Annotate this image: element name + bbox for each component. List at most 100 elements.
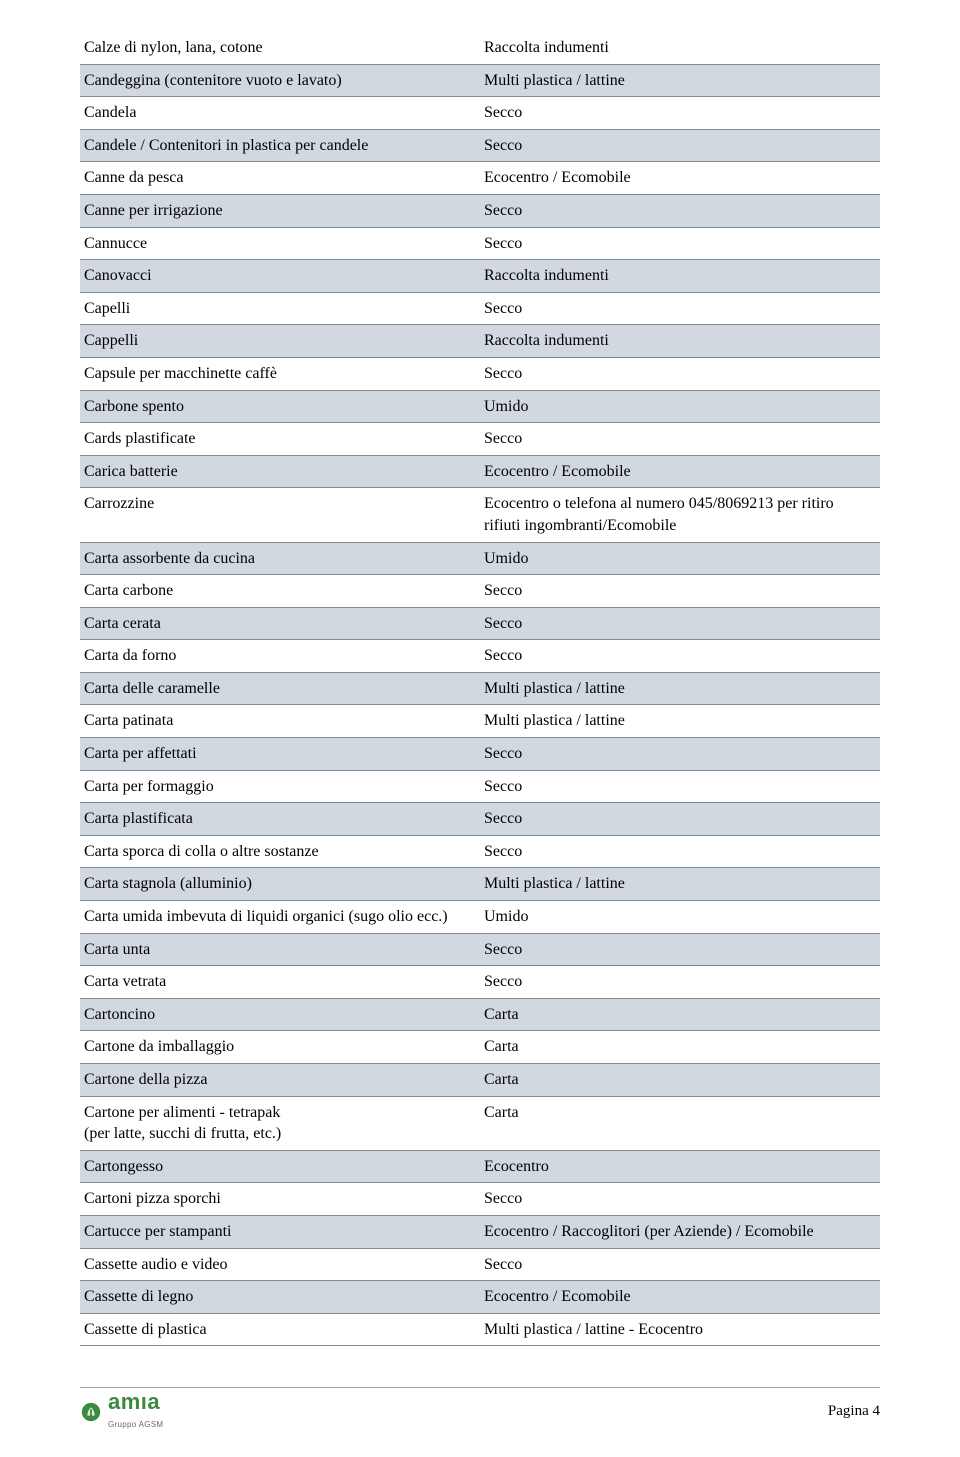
table-row: CappelliRaccolta indumenti	[80, 325, 880, 358]
waste-destination-cell: Multi plastica / lattine - Ecocentro	[480, 1313, 880, 1346]
table-row: CanovacciRaccolta indumenti	[80, 260, 880, 293]
waste-destination-cell: Umido	[480, 542, 880, 575]
waste-destination-cell: Multi plastica / lattine	[480, 672, 880, 705]
table-row: CandelaSecco	[80, 97, 880, 130]
table-row: Candele / Contenitori in plastica per ca…	[80, 129, 880, 162]
waste-item-cell: Calze di nylon, lana, cotone	[80, 32, 480, 64]
table-row: Canne da pescaEcocentro / Ecomobile	[80, 162, 880, 195]
table-row: Capsule per macchinette caffèSecco	[80, 357, 880, 390]
table-row: CarrozzineEcocentro o telefona al numero…	[80, 488, 880, 542]
waste-destination-cell: Umido	[480, 901, 880, 934]
waste-disposal-table: Calze di nylon, lana, cotoneRaccolta ind…	[80, 32, 880, 1346]
logo-subtext: Gruppo AGSM	[108, 1420, 163, 1429]
table-row: Cartucce per stampantiEcocentro / Raccog…	[80, 1215, 880, 1248]
waste-destination-cell: Secco	[480, 227, 880, 260]
table-row: Carta assorbente da cucinaUmido	[80, 542, 880, 575]
waste-item-cell: Carta per formaggio	[80, 770, 480, 803]
waste-item-cell: Canovacci	[80, 260, 480, 293]
table-row: Candeggina (contenitore vuoto e lavato)M…	[80, 64, 880, 97]
document-page: Calze di nylon, lana, cotoneRaccolta ind…	[0, 0, 960, 1457]
waste-item-cell: Cartongesso	[80, 1150, 480, 1183]
waste-destination-cell: Ecocentro / Ecomobile	[480, 162, 880, 195]
waste-item-cell: Cartoncino	[80, 998, 480, 1031]
waste-destination-cell: Secco	[480, 1248, 880, 1281]
table-row: Cassette di legnoEcocentro / Ecomobile	[80, 1281, 880, 1314]
waste-destination-cell: Carta	[480, 1064, 880, 1097]
waste-item-cell: Carta patinata	[80, 705, 480, 738]
waste-destination-cell: Carta	[480, 1031, 880, 1064]
waste-destination-cell: Carta	[480, 1096, 880, 1150]
waste-item-cell: Carta per affettati	[80, 738, 480, 771]
table-row: CartoncinoCarta	[80, 998, 880, 1031]
table-row: Carta sporca di colla o altre sostanzeSe…	[80, 835, 880, 868]
waste-item-cell: Cartucce per stampanti	[80, 1215, 480, 1248]
table-row: Cartoni pizza sporchiSecco	[80, 1183, 880, 1216]
table-row: Carta per formaggioSecco	[80, 770, 880, 803]
table-row: Carta delle caramelleMulti plastica / la…	[80, 672, 880, 705]
waste-item-cell: Carta unta	[80, 933, 480, 966]
waste-item-cell: Carta cerata	[80, 607, 480, 640]
waste-destination-cell: Raccolta indumenti	[480, 260, 880, 293]
waste-item-cell: Cartone da imballaggio	[80, 1031, 480, 1064]
waste-item-cell: Cappelli	[80, 325, 480, 358]
waste-item-cell: Cassette audio e video	[80, 1248, 480, 1281]
table-row: Cassette audio e videoSecco	[80, 1248, 880, 1281]
waste-destination-cell: Secco	[480, 966, 880, 999]
table-row: Carbone spentoUmido	[80, 390, 880, 423]
waste-destination-cell: Ecocentro	[480, 1150, 880, 1183]
waste-item-cell: Candeggina (contenitore vuoto e lavato)	[80, 64, 480, 97]
table-row: Cassette di plasticaMulti plastica / lat…	[80, 1313, 880, 1346]
waste-item-cell: Candela	[80, 97, 480, 130]
waste-destination-cell: Secco	[480, 1183, 880, 1216]
table-row: CapelliSecco	[80, 292, 880, 325]
table-row: Cartone per alimenti - tetrapak(per latt…	[80, 1096, 880, 1150]
logo-text-block: amıa Gruppo AGSM	[108, 1391, 163, 1432]
waste-item-cell: Cassette di legno	[80, 1281, 480, 1314]
waste-destination-cell: Secco	[480, 607, 880, 640]
waste-destination-cell: Secco	[480, 575, 880, 608]
waste-destination-cell: Secco	[480, 97, 880, 130]
waste-destination-cell: Raccolta indumenti	[480, 32, 880, 64]
table-row: Cartone da imballaggioCarta	[80, 1031, 880, 1064]
table-row: Carta carboneSecco	[80, 575, 880, 608]
table-row: Carta per affettatiSecco	[80, 738, 880, 771]
waste-item-cell: Cartoni pizza sporchi	[80, 1183, 480, 1216]
waste-item-cell: Cassette di plastica	[80, 1313, 480, 1346]
waste-destination-cell: Secco	[480, 194, 880, 227]
waste-destination-cell: Secco	[480, 640, 880, 673]
waste-destination-cell: Secco	[480, 738, 880, 771]
waste-item-cell: Carrozzine	[80, 488, 480, 542]
table-row: Carta cerataSecco	[80, 607, 880, 640]
table-row: Cartone della pizzaCarta	[80, 1064, 880, 1097]
waste-destination-cell: Multi plastica / lattine	[480, 64, 880, 97]
waste-item-cell: Carta plastificata	[80, 803, 480, 836]
waste-item-cell: Cartone della pizza	[80, 1064, 480, 1097]
waste-item-cell: Cannucce	[80, 227, 480, 260]
waste-destination-cell: Multi plastica / lattine	[480, 705, 880, 738]
waste-destination-cell: Ecocentro / Raccoglitori (per Aziende) /…	[480, 1215, 880, 1248]
logo-wordmark: amıa	[108, 1389, 160, 1414]
table-row: Carta stagnola (alluminio)Multi plastica…	[80, 868, 880, 901]
waste-item-cell: Carbone spento	[80, 390, 480, 423]
waste-item-cell: Canne per irrigazione	[80, 194, 480, 227]
waste-destination-cell: Umido	[480, 390, 880, 423]
waste-item-cell: Carta stagnola (alluminio)	[80, 868, 480, 901]
table-row: Canne per irrigazioneSecco	[80, 194, 880, 227]
waste-item-cell: Carta vetrata	[80, 966, 480, 999]
waste-destination-cell: Secco	[480, 933, 880, 966]
waste-destination-cell: Multi plastica / lattine	[480, 868, 880, 901]
waste-destination-cell: Secco	[480, 292, 880, 325]
waste-destination-cell: Secco	[480, 835, 880, 868]
waste-item-cell: Cartone per alimenti - tetrapak(per latt…	[80, 1096, 480, 1150]
table-row: Carica batterieEcocentro / Ecomobile	[80, 455, 880, 488]
waste-item-cell: Carica batterie	[80, 455, 480, 488]
waste-destination-cell: Ecocentro / Ecomobile	[480, 455, 880, 488]
waste-item-cell: Carta assorbente da cucina	[80, 542, 480, 575]
waste-item-cell: Carta umida imbevuta di liquidi organici…	[80, 901, 480, 934]
waste-item-cell: Capsule per macchinette caffè	[80, 357, 480, 390]
waste-item-cell: Carta sporca di colla o altre sostanze	[80, 835, 480, 868]
table-row: Carta patinataMulti plastica / lattine	[80, 705, 880, 738]
footer-logo: amıa Gruppo AGSM	[80, 1391, 163, 1432]
waste-item-cell: Candele / Contenitori in plastica per ca…	[80, 129, 480, 162]
waste-destination-cell: Secco	[480, 803, 880, 836]
